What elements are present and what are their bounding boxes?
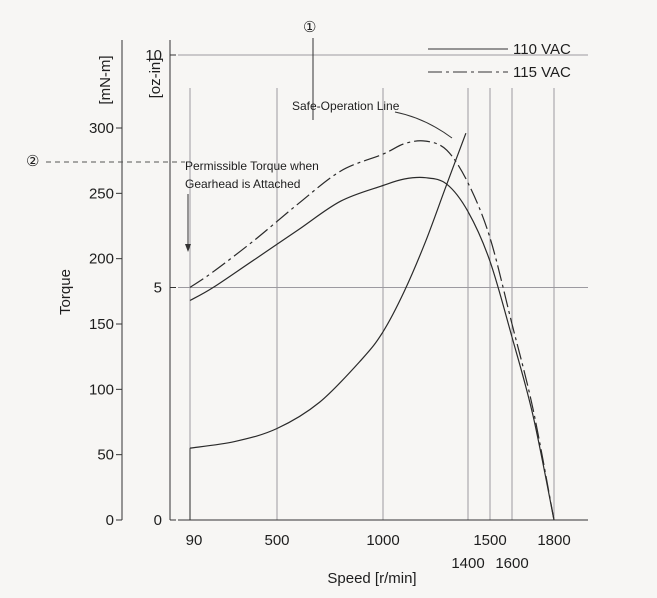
x-axis-tick-label: 1600 [495,555,528,572]
safe-operation-leader [394,111,453,139]
series-line-110-vac [189,176,555,521]
left-axis-tick-label: 250 [89,185,114,202]
right-axis-tick-label: 5 [154,280,162,297]
note-marker-1: ① [303,19,316,120]
permissible-torque-label-line2: Gearhead is Attached [185,177,300,191]
x-axis-tick-label: 1500 [473,532,506,549]
right-axis-tick-label: 0 [154,512,162,529]
left-axis-tick-label: 50 [97,447,114,464]
series-line-115-vac [189,140,555,521]
legend: 110 VAC 115 VAC [428,41,571,81]
x-axis-title: Speed [r/min] [327,570,416,587]
note-marker-2: ② [26,153,185,170]
series-line-safe-operation-line [189,132,467,449]
x-axis-tick-label: 500 [264,532,289,549]
lines-layer [189,132,555,521]
left-axis-tick-label: 300 [89,120,114,137]
left-axis-tick-label: 200 [89,251,114,268]
legend-label-110vac: 110 VAC [513,41,571,58]
x-axis-tick-label: 1400 [451,555,484,572]
x-axis-tick-label: 90 [186,532,203,549]
axes-layer: 0501001502002503000510152025303540905001… [89,40,588,572]
left-axis-unit-label: [mN-m] [97,55,114,104]
permissible-torque-label-line1: Permissible Torque when [185,159,319,173]
left-axis-tick-label: 150 [89,316,114,333]
safe-operation-line-label: Safe-Operation Line [292,99,400,113]
grid-layer [178,54,588,520]
left-axis-tick-label: 0 [106,512,114,529]
y-axis-title: Torque [57,269,74,315]
legend-label-115vac: 115 VAC [513,64,571,81]
right-axis-unit-label: [oz-in] [147,58,164,99]
note-marker-1-symbol: ① [303,19,316,36]
left-axis-tick-label: 100 [89,381,114,398]
note-marker-2-symbol: ② [26,153,39,170]
permissible-torque-arrowhead [185,244,191,252]
right-axis-tick-label: 10 [145,47,162,64]
x-axis-tick-label: 1800 [537,532,570,549]
x-axis-tick-label: 1000 [366,532,399,549]
